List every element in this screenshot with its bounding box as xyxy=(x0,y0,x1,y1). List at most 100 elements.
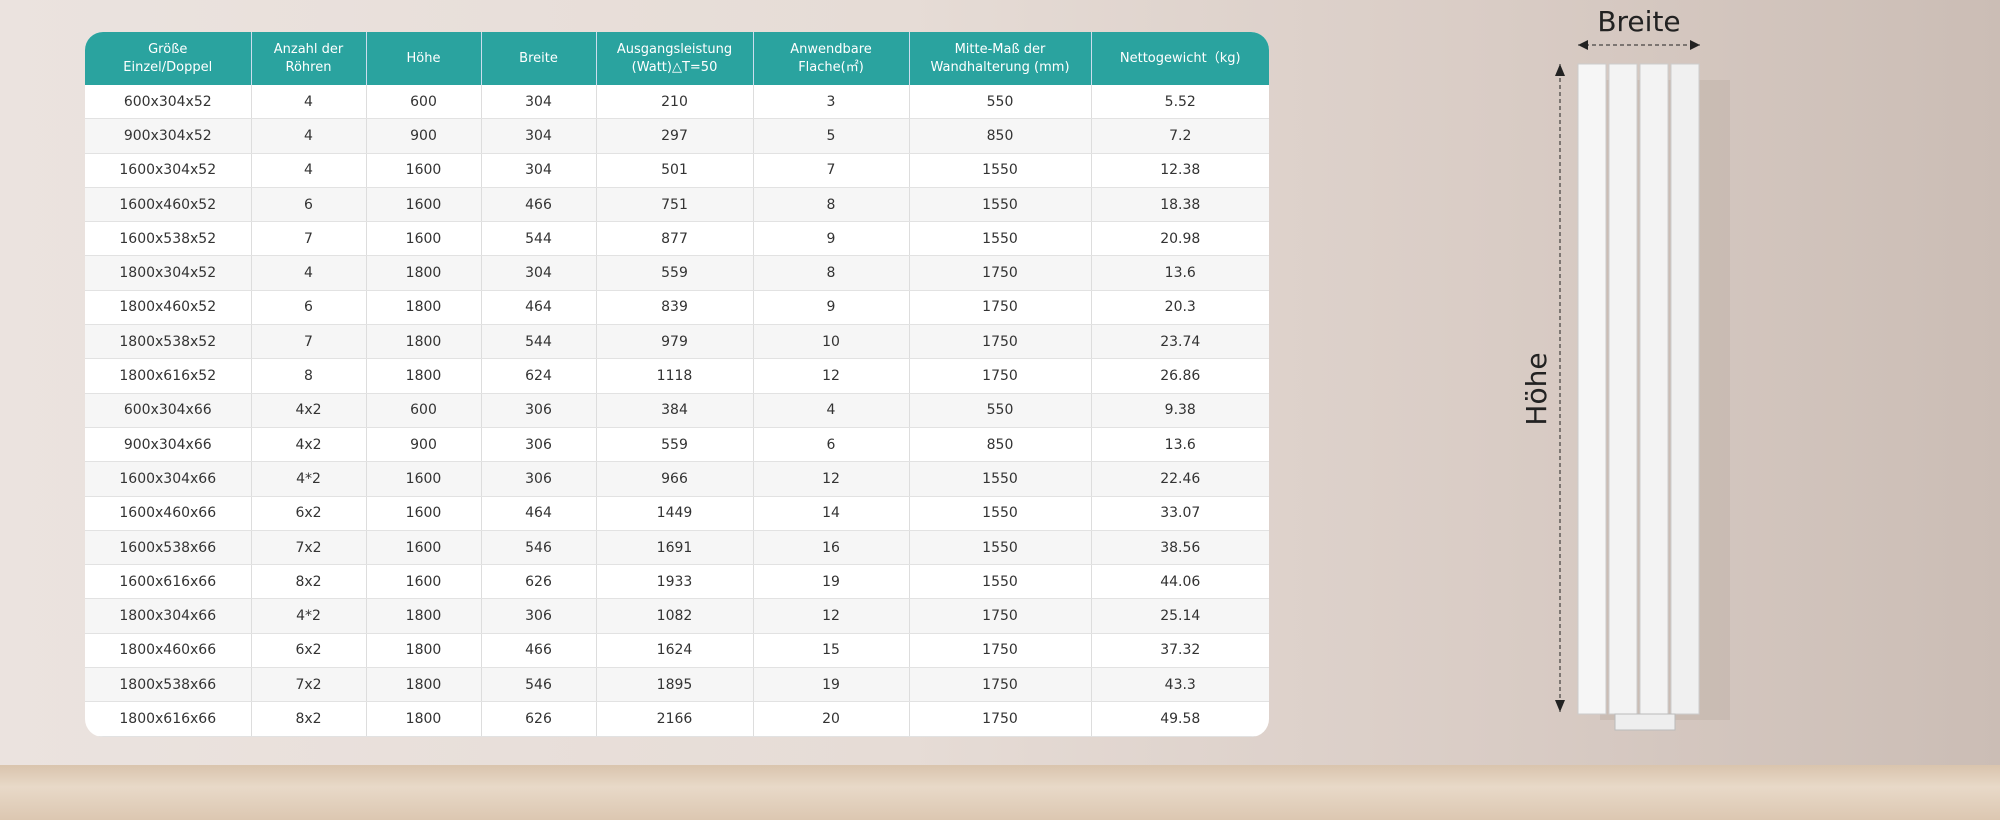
cell: 1600x304x52 xyxy=(85,153,252,188)
cell: 4*2 xyxy=(251,461,367,497)
header-cell: Nettogewicht（kg) xyxy=(1091,32,1269,85)
cell: 1750 xyxy=(909,633,1092,669)
height-label: Höhe xyxy=(1520,352,1553,425)
cell: 8x2 xyxy=(251,701,367,737)
cell: 210 xyxy=(596,85,754,120)
cell: 9 xyxy=(753,290,910,326)
cell: 546 xyxy=(481,530,597,566)
header-cell: Mitte-Maß der Wandhalterung (mm) xyxy=(909,32,1092,85)
cell: 1800 xyxy=(366,324,482,360)
cell: 544 xyxy=(481,221,597,257)
cell: 304 xyxy=(481,118,597,154)
cell: 1800x460x52 xyxy=(85,290,252,326)
cell: 1600x538x52 xyxy=(85,221,252,257)
cell: 501 xyxy=(596,153,754,188)
cell: 600 xyxy=(366,85,482,120)
cell: 20.3 xyxy=(1091,290,1269,326)
arrow xyxy=(1578,40,1588,50)
cell: 9 xyxy=(753,221,910,257)
cell: 1550 xyxy=(909,496,1092,531)
table-row: 1600x538x52 7 1600 544 877 9 1550 20.98 xyxy=(85,221,1269,257)
cell: 20 xyxy=(753,701,910,737)
radiator-tube xyxy=(1608,63,1638,715)
cell: 559 xyxy=(596,427,754,463)
cell: 19 xyxy=(753,667,910,703)
width-label: Breite xyxy=(1597,5,1680,38)
cell: 839 xyxy=(596,290,754,326)
cell: 304 xyxy=(481,153,597,188)
cell: 1895 xyxy=(596,667,754,703)
cell: 1800 xyxy=(366,255,482,291)
table-row: 1600x304x66 4*2 1600 306 966 12 1550 22.46 xyxy=(85,461,1269,497)
table-row: 900x304x52 4 900 304 297 5 850 7.2 xyxy=(85,118,1269,154)
radiator-tube xyxy=(1670,63,1700,715)
cell: 1800x538x52 xyxy=(85,324,252,360)
table-row: 1800x616x52 8 1800 624 1118 12 1750 26.86 xyxy=(85,358,1269,394)
cell: 384 xyxy=(596,393,754,428)
floor xyxy=(0,765,2000,820)
cell: 1600x304x66 xyxy=(85,461,252,497)
cell: 304 xyxy=(481,85,597,120)
cell: 466 xyxy=(481,633,597,669)
cell: 600x304x52 xyxy=(85,85,252,120)
cell: 6 xyxy=(753,427,910,463)
cell: 1550 xyxy=(909,221,1092,257)
cell: 44.06 xyxy=(1091,564,1269,600)
cell: 4x2 xyxy=(251,427,367,463)
cell: 13.6 xyxy=(1091,427,1269,463)
cell: 5 xyxy=(753,118,910,154)
cell: 304 xyxy=(481,255,597,291)
cell: 900 xyxy=(366,118,482,154)
cell: 464 xyxy=(481,290,597,326)
cell: 1800x460x66 xyxy=(85,633,252,669)
cell: 49.58 xyxy=(1091,701,1269,737)
cell: 1750 xyxy=(909,667,1092,703)
table-row: 1800x538x52 7 1800 544 979 10 1750 23.74 xyxy=(85,324,1269,360)
cell: 1550 xyxy=(909,564,1092,600)
cell: 1750 xyxy=(909,598,1092,634)
cell: 1600x460x66 xyxy=(85,496,252,531)
cell: 850 xyxy=(909,427,1092,463)
cell: 26.86 xyxy=(1091,358,1269,394)
cell: 16 xyxy=(753,530,910,566)
cell: 4 xyxy=(251,85,367,120)
cell: 464 xyxy=(481,496,597,531)
cell: 12.38 xyxy=(1091,153,1269,188)
table-row: 1800x460x66 6x2 1800 466 1624 15 1750 37.32 xyxy=(85,633,1269,669)
cell: 1750 xyxy=(909,255,1092,291)
cell: 1600x616x66 xyxy=(85,564,252,600)
cell: 1624 xyxy=(596,633,754,669)
cell: 1800 xyxy=(366,598,482,634)
cell: 4*2 xyxy=(251,598,367,634)
cell: 6x2 xyxy=(251,633,367,669)
cell: 1750 xyxy=(909,701,1092,737)
cell: 13.6 xyxy=(1091,255,1269,291)
cell: 626 xyxy=(481,701,597,737)
cell: 4x2 xyxy=(251,393,367,428)
cell: 12 xyxy=(753,598,910,634)
cell: 1082 xyxy=(596,598,754,634)
cell: 8 xyxy=(753,255,910,291)
cell: 1800x304x66 xyxy=(85,598,252,634)
cell: 22.46 xyxy=(1091,461,1269,497)
cell: 1933 xyxy=(596,564,754,600)
table-row: 1800x538x66 7x2 1800 546 1895 19 1750 43.3 xyxy=(85,667,1269,703)
cell: 1800x616x52 xyxy=(85,358,252,394)
cell: 4 xyxy=(251,153,367,188)
header-cell: Höhe xyxy=(366,32,482,85)
cell: 38.56 xyxy=(1091,530,1269,566)
cell: 1750 xyxy=(909,290,1092,326)
arrow xyxy=(1555,700,1565,712)
cell: 1691 xyxy=(596,530,754,566)
table-row: 600x304x66 4x2 600 306 384 4 550 9.38 xyxy=(85,393,1269,428)
header-cell: Anzahl der Röhren xyxy=(251,32,367,85)
cell: 900 xyxy=(366,427,482,463)
cell: 7.2 xyxy=(1091,118,1269,154)
cell: 1550 xyxy=(909,530,1092,566)
cell: 20.98 xyxy=(1091,221,1269,257)
cell: 10 xyxy=(753,324,910,360)
cell: 1800x304x52 xyxy=(85,255,252,291)
cell: 1600x538x66 xyxy=(85,530,252,566)
cell: 7 xyxy=(251,324,367,360)
cell: 1600 xyxy=(366,187,482,223)
